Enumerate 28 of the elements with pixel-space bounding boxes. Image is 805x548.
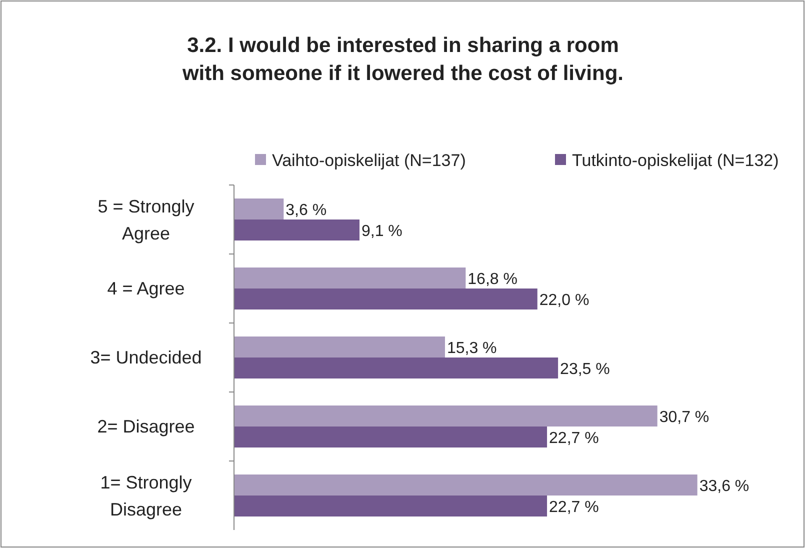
y-tick-label: 5 = Strongly Agree — [98, 196, 194, 244]
bar — [234, 198, 284, 220]
legend-label: Vaihto-opiskelijat (N=137) — [272, 151, 466, 170]
bar — [234, 220, 360, 240]
bar — [234, 268, 466, 288]
y-tick-label: 2= Disagree — [97, 416, 195, 436]
data-label: 9,1 % — [361, 223, 402, 240]
bar — [234, 474, 698, 496]
data-label: 30,7 % — [659, 409, 710, 426]
data-label: 3,6 % — [286, 202, 327, 219]
bar — [234, 336, 445, 358]
bar — [234, 358, 558, 378]
legend-label: Tutkinto-opiskelijat (N=132) — [572, 151, 779, 170]
y-tick-label: 3= Undecided — [90, 348, 202, 368]
data-label: 22,7 % — [549, 430, 599, 447]
y-tick-label: 1= Strongly Disagree — [100, 472, 192, 520]
data-label: 16,8 % — [468, 271, 518, 288]
bar — [234, 496, 548, 516]
data-label: 22,7 % — [549, 499, 599, 516]
bar — [234, 406, 658, 426]
data-label: 22,0 % — [539, 292, 590, 309]
y-tick-label: 4 = Agree — [107, 278, 185, 298]
data-label: 23,5 % — [560, 361, 610, 378]
data-label: 33,6 % — [699, 478, 750, 495]
bar — [234, 288, 538, 310]
data-label: 15,3 % — [446, 340, 497, 357]
chart-title: 3.2. I would be interested in sharing a room with someone if it lowered the cost of living. — [181, 34, 624, 85]
bar — [234, 426, 548, 448]
